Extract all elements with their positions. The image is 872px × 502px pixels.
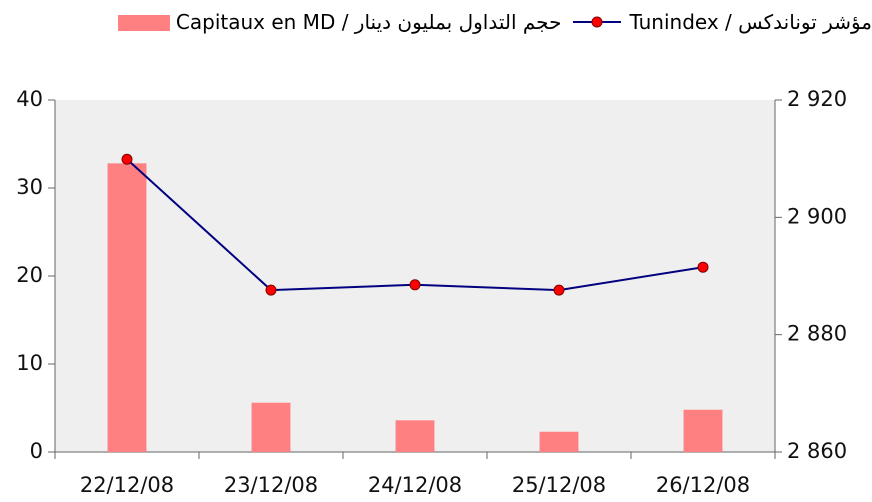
x-tick-label: 25/12/08	[512, 473, 606, 497]
y-tick-label: 20	[16, 263, 43, 287]
chart: 0 10 20 30 40 2 860 2 880 2 900 2 920 22/12/08 23/…	[0, 0, 872, 502]
plot-background	[55, 100, 775, 452]
x-tick-label: 26/12/08	[656, 473, 750, 497]
x-tick-label: 23/12/08	[224, 473, 318, 497]
line-marker	[122, 154, 132, 164]
y2-tick-label: 2 900	[787, 204, 847, 228]
bar	[108, 163, 147, 452]
line-marker	[698, 262, 708, 272]
bar	[396, 420, 435, 452]
bar	[540, 432, 579, 452]
line-marker	[266, 285, 276, 295]
line-marker	[554, 285, 564, 295]
y-tick-label: 40	[16, 87, 43, 111]
y-tick-label: 10	[16, 351, 43, 375]
y2-tick-label: 2 860	[787, 439, 847, 463]
x-tick-label: 24/12/08	[368, 473, 462, 497]
y-tick-label: 30	[16, 175, 43, 199]
y2-tick-label: 2 920	[787, 87, 847, 111]
y2-tick-label: 2 880	[787, 322, 847, 346]
x-tick-label: 22/12/08	[80, 473, 174, 497]
line-marker	[410, 280, 420, 290]
y-tick-label: 0	[30, 439, 43, 463]
bar	[684, 410, 723, 452]
page: {"chart_data": {"type": "bar-line", "cat…	[0, 0, 872, 502]
bar	[252, 403, 291, 452]
